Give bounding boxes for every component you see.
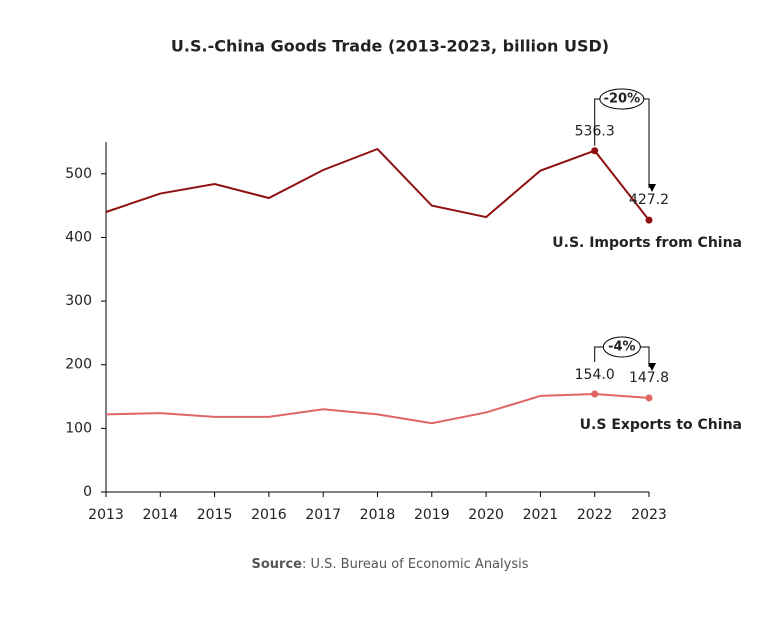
x-tick-label: 2022 [577,507,613,523]
source-label: Source [251,557,302,572]
annotation-text: -4% [608,340,635,355]
x-tick-label: 2017 [305,507,341,523]
x-tick-label: 2021 [523,507,559,523]
x-tick-label: 2023 [631,507,667,523]
x-tick-label: 2015 [197,507,233,523]
y-tick-label: 400 [65,229,92,245]
source: Source: U.S. Bureau of Economic Analysis [251,557,528,572]
x-tick-label: 2016 [251,507,287,523]
series-line [105,147,650,221]
x-tick-label: 2020 [468,507,504,523]
annotation-bracket [594,98,656,192]
chart-title: U.S.-China Goods Trade (2013-2023, billi… [171,37,609,56]
point-marker [645,394,653,402]
value-label: 154.0 [575,367,615,383]
y-tick-label: 500 [65,166,92,182]
x-tick-label: 2013 [88,507,124,523]
value-label: 147.8 [629,370,669,386]
value-label: 427.2 [629,192,669,208]
annotation-badge [602,336,641,358]
series-label: U.S. Imports from China [552,235,742,251]
series-line [105,392,650,425]
point-marker [591,390,599,398]
y-tick-label: 100 [65,420,92,436]
annotation-badge [599,88,645,110]
y-tick-label: 0 [83,484,92,500]
x-tick-label: 2014 [142,507,178,523]
point-marker [591,147,599,155]
annotation-text: -20% [604,92,641,107]
series-label: U.S Exports to China [580,417,742,433]
x-tick-label: 2019 [414,507,450,523]
source-text: : U.S. Bureau of Economic Analysis [302,557,529,572]
x-tick-label: 2018 [360,507,396,523]
y-tick-label: 200 [65,357,92,373]
y-tick-label: 300 [65,293,92,309]
point-marker [645,216,653,224]
